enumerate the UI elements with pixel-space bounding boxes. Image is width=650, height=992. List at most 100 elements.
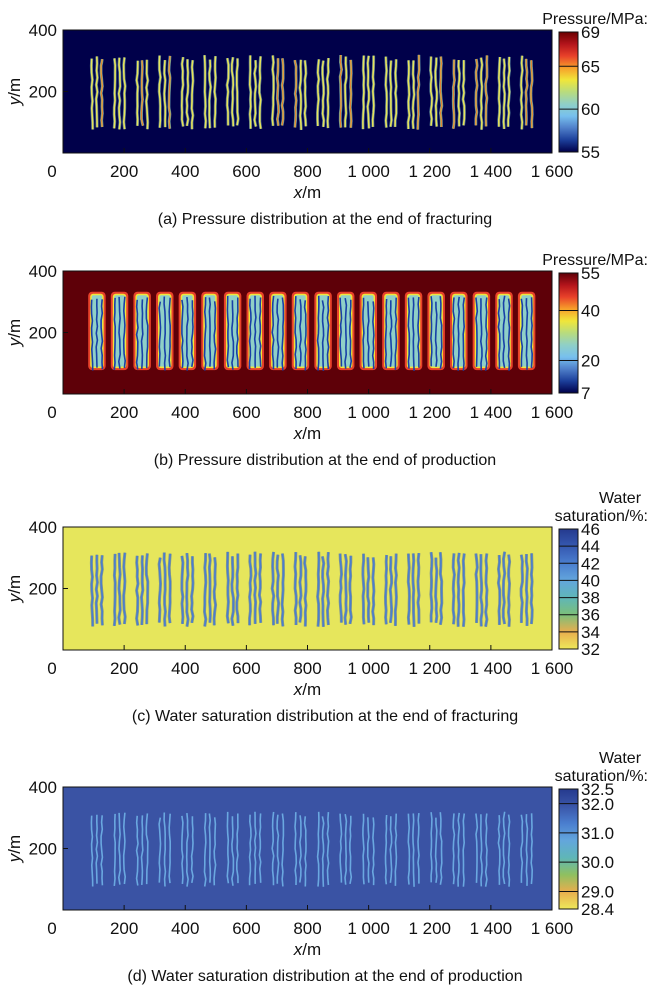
fracture-line <box>118 552 121 625</box>
fracture-line <box>213 817 217 886</box>
fracture-line <box>484 553 488 627</box>
panel-d: 0 200 400 600 800 1 000 1 200 1 400 1 600 200 400 x… <box>5 750 648 985</box>
fracture-line <box>303 300 307 371</box>
fracture-line <box>181 299 184 368</box>
fracture-line <box>118 812 121 885</box>
fracture-line <box>236 58 239 126</box>
fracture-line <box>299 59 302 130</box>
x-tick-label: 200 <box>110 162 138 181</box>
fracture-line <box>520 554 524 623</box>
fracture-group <box>89 551 534 627</box>
fracture-line <box>113 58 116 129</box>
x-tick-label: 0 <box>47 919 56 938</box>
fracture-line <box>135 555 139 626</box>
fracture-line <box>90 58 94 130</box>
y-tick-label: 400 <box>29 262 57 281</box>
fracture-line <box>452 553 456 625</box>
fracture-line <box>231 300 235 370</box>
colorbar-tick-label: 55 <box>581 143 600 162</box>
colorbar <box>558 31 579 153</box>
fracture-line <box>294 552 298 626</box>
fracture-line <box>507 814 511 887</box>
x-tick-label: 200 <box>110 659 138 678</box>
fracture-line <box>253 551 257 624</box>
x-tick-label: 600 <box>232 659 260 678</box>
fracture-line <box>168 553 171 624</box>
fracture-line <box>135 815 139 886</box>
fracture-line <box>281 297 285 371</box>
fracture-line <box>480 554 483 627</box>
fracture-line <box>498 56 501 127</box>
colorbar-tick-label: 32.5 <box>581 780 614 799</box>
x-tick-label: 1 000 <box>347 162 390 181</box>
fracture-line <box>303 816 307 887</box>
fracture-line <box>326 296 330 370</box>
fracture-line <box>394 59 398 127</box>
fracture-line <box>525 814 529 886</box>
fracture-line <box>135 299 139 370</box>
fracture-line <box>484 813 488 887</box>
fracture-line <box>412 297 415 371</box>
panel-b: 0 200 400 600 800 1 000 1 200 1 400 1 600 200 400 x… <box>5 252 648 469</box>
fracture-line <box>226 811 230 884</box>
x-tick-label: 800 <box>293 659 321 678</box>
fracture-group <box>88 291 536 371</box>
fracture-line <box>430 552 433 623</box>
fracture-line <box>321 556 325 627</box>
fracture-line <box>140 555 144 625</box>
fracture-line <box>384 814 388 885</box>
fracture-line <box>457 552 460 627</box>
fracture-line <box>163 60 167 128</box>
fracture-line <box>118 296 121 369</box>
fracture-line <box>231 816 235 886</box>
fracture-line <box>113 813 116 886</box>
fracture-line <box>185 59 189 127</box>
fracture-line <box>434 817 438 883</box>
fracture-core <box>339 54 343 128</box>
fracture-line <box>371 817 375 886</box>
fracture-line <box>163 552 167 627</box>
x-tick-label: 600 <box>232 403 260 422</box>
x-tick-label: 400 <box>171 162 199 181</box>
x-tick-label: 400 <box>171 659 199 678</box>
fracture-line <box>371 55 375 127</box>
x-tick-label: 400 <box>171 919 199 938</box>
fracture-line <box>457 59 461 127</box>
fracture-line <box>366 557 370 623</box>
fracture-core <box>168 55 171 129</box>
fracture-line <box>158 817 162 883</box>
fracture-core <box>440 56 443 128</box>
fracture-line <box>248 814 252 886</box>
fracture-line <box>371 557 375 626</box>
fracture-core <box>141 60 144 126</box>
fracture-core <box>485 55 488 127</box>
fracture-line <box>371 301 375 370</box>
fracture-line <box>384 298 388 369</box>
fracture-line <box>203 55 207 129</box>
x-tick-label: 1 400 <box>470 659 513 678</box>
fracture-line <box>145 297 149 369</box>
fracture-line <box>208 813 212 883</box>
fracture-line <box>213 557 217 626</box>
colorbar-tick-label: 69 <box>581 23 600 42</box>
fracture-line <box>163 296 167 371</box>
fracture-line <box>434 301 438 367</box>
fracture-line <box>407 553 411 625</box>
colorbar-tick-label: 7 <box>581 384 590 403</box>
fracture-group <box>89 54 534 130</box>
fracture-line <box>525 298 529 370</box>
colorbar <box>558 272 579 394</box>
panel-a: 0 200 400 600 800 1 000 1 200 1 400 1 600 200 400 x… <box>5 11 648 228</box>
fracture-line <box>475 813 479 883</box>
fracture-line <box>181 555 184 624</box>
panel-caption: (d) Water saturation distribution at the… <box>127 968 522 985</box>
fracture-line <box>321 300 325 371</box>
fracture-line <box>190 556 194 624</box>
fracture-line <box>417 553 420 624</box>
fracture-line <box>384 56 388 128</box>
fracture-line <box>407 60 411 130</box>
fracture-line <box>480 814 483 887</box>
fracture-line <box>185 813 189 887</box>
fracture-line <box>90 815 94 887</box>
x-tick-label: 1 000 <box>347 659 390 678</box>
